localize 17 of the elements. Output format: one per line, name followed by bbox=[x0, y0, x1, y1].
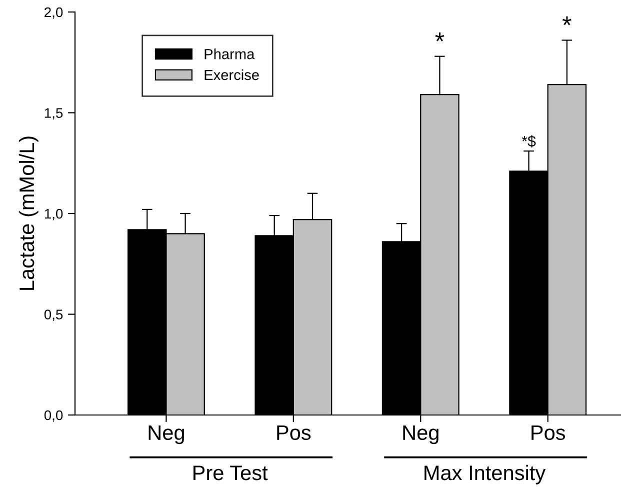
text: Pre Test bbox=[194, 466, 268, 480]
y-axis-title: Lactate (mMol/L) bbox=[18, 136, 38, 290]
x-tick-label: Pos bbox=[532, 425, 566, 440]
legend-label: Pharma bbox=[204, 48, 255, 60]
annotation: *$ bbox=[522, 135, 536, 148]
x-tick-label: Neg bbox=[148, 425, 184, 444]
y-tick-label: 0,0 bbox=[44, 410, 63, 422]
y-tick-label: 2,0 bbox=[44, 7, 63, 19]
legend-label: Exercise bbox=[204, 69, 259, 80]
x-tick-label: Neg bbox=[403, 425, 438, 444]
y-tick-label: 1,5 bbox=[44, 108, 63, 120]
text: Max Intensity bbox=[424, 464, 546, 484]
x-tick-label: Pos bbox=[277, 425, 311, 440]
y-tick-label: 1,0 bbox=[44, 208, 63, 220]
annotation: * bbox=[435, 32, 444, 42]
y-tick-label: 0,5 bbox=[44, 310, 63, 322]
annotation: * bbox=[562, 16, 572, 26]
